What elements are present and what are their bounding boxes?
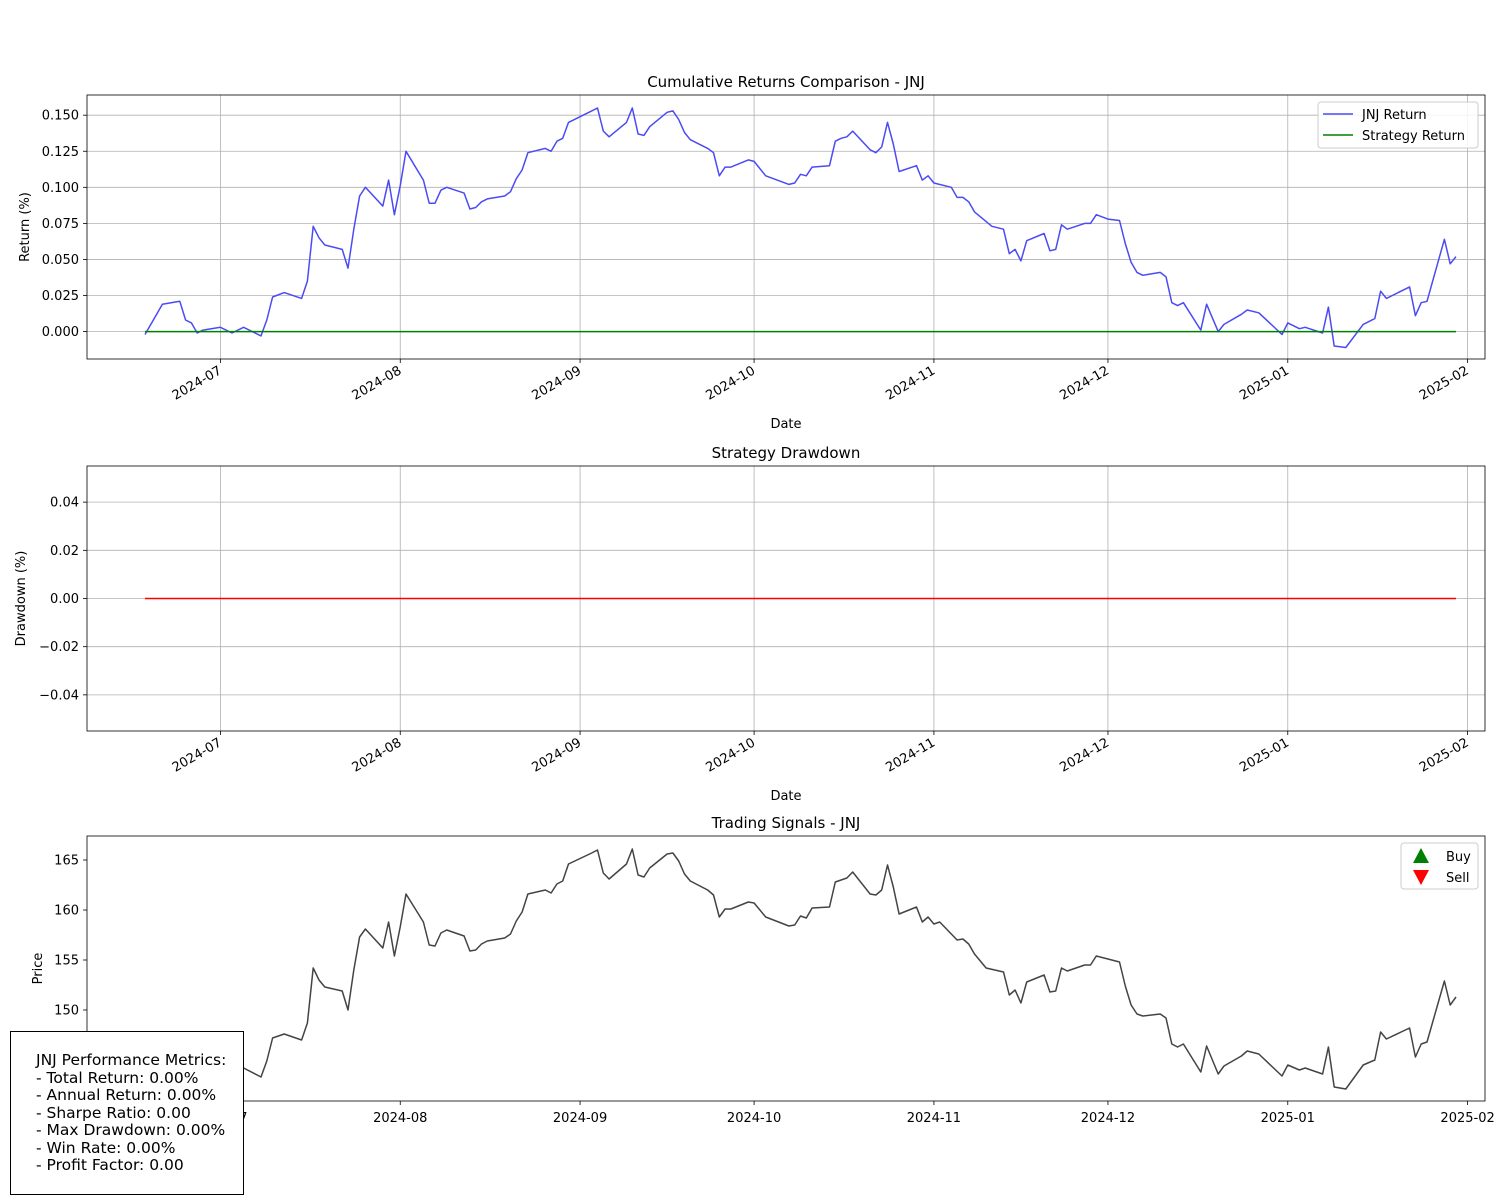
x-tick-label: 2025-02 xyxy=(1417,735,1472,775)
y-tick-label: 0.100 xyxy=(42,181,79,196)
y-axis-label: Price xyxy=(31,953,46,985)
x-tick-label: 2024-12 xyxy=(1057,363,1112,403)
x-tick-label: 2024-09 xyxy=(530,735,585,775)
chart-title: Strategy Drawdown xyxy=(712,444,861,462)
x-tick-label: 2024-08 xyxy=(350,735,405,775)
x-tick-label: 2024-09 xyxy=(530,363,585,403)
x-tick-label: 2024-11 xyxy=(907,1111,961,1126)
y-tick-label: 165 xyxy=(54,854,79,869)
sell-marker-icon xyxy=(1413,870,1429,885)
jnj-return-line xyxy=(144,107,1457,349)
chart-2: 2024-07 2024-08 2024-09 2024-10 2024-11 2024-… xyxy=(14,444,1486,804)
chart-title: Cumulative Returns Comparison - JNJ xyxy=(647,73,925,91)
y-tick-label: 155 xyxy=(54,954,79,969)
price-line xyxy=(144,848,1457,1090)
x-tick-label: 2024-12 xyxy=(1081,1111,1135,1126)
x-tick-label: 2024-10 xyxy=(704,363,759,403)
y-tick-label: 150 xyxy=(54,1004,79,1019)
x-tick-label: 2025-01 xyxy=(1237,363,1292,403)
y-tick-label: −0.02 xyxy=(39,640,79,655)
legend-label: Strategy Return xyxy=(1362,129,1465,144)
x-tick-label: 2024-07 xyxy=(170,363,225,403)
metric-win-rate: - Win Rate: 0.00% xyxy=(36,1138,176,1157)
x-tick-label: 2025-01 xyxy=(1237,735,1292,775)
legend: JNJ Return Strategy Return xyxy=(1317,101,1479,149)
x-tick-label: 2024-10 xyxy=(727,1111,781,1126)
x-tick-label: 2024-09 xyxy=(553,1111,607,1126)
legend-frame xyxy=(1317,101,1479,149)
legend: Buy Sell xyxy=(1400,842,1479,890)
x-tick-label: 2024-10 xyxy=(704,735,759,775)
axes-frame xyxy=(86,94,1486,360)
x-tick-label: 2024-08 xyxy=(373,1111,427,1126)
metric-total-return: - Total Return: 0.00% xyxy=(36,1068,199,1087)
chart-3: 2024-072024-082024-092024-102024-112024-… xyxy=(31,814,1495,1126)
y-tick-label: 0.02 xyxy=(50,544,79,559)
x-axis-label: Date xyxy=(770,417,801,432)
y-tick-label: 0.025 xyxy=(42,289,79,304)
x-tick-label: 2024-12 xyxy=(1057,735,1112,775)
y-tick-label: 0.125 xyxy=(42,145,79,160)
y-axis-label: Drawdown (%) xyxy=(14,551,29,647)
x-tick-label: 2024-11 xyxy=(883,363,938,403)
legend-label: Sell xyxy=(1446,871,1469,886)
metric-profit-factor: - Profit Factor: 0.00 xyxy=(36,1156,184,1174)
buy-marker-icon xyxy=(1413,848,1429,863)
x-tick-label: 2024-07 xyxy=(170,735,225,775)
y-tick-label: 0.075 xyxy=(42,217,79,232)
x-axis-label: Date xyxy=(770,789,801,804)
x-tick-label: 2025-02 xyxy=(1417,363,1472,403)
legend-label: JNJ Return xyxy=(1361,108,1427,123)
y-tick-label: 160 xyxy=(54,904,79,919)
x-tick-label: 2025-01 xyxy=(1261,1111,1315,1126)
y-axis-label: Return (%) xyxy=(18,192,33,262)
y-tick-label: 0.050 xyxy=(42,253,79,268)
y-tick-label: 0.00 xyxy=(50,592,79,607)
metric-annual-return: - Annual Return: 0.00% xyxy=(36,1086,217,1104)
axes-frame xyxy=(86,835,1486,1102)
performance-metrics-box: JNJ Performance Metrics: - Total Return:… xyxy=(10,1031,244,1195)
y-tick-label: 0.000 xyxy=(42,325,79,340)
x-tick-label: 2025-02 xyxy=(1440,1111,1494,1126)
metrics-title: JNJ Performance Metrics: xyxy=(36,1051,227,1069)
x-tick-label: 2024-08 xyxy=(350,363,405,403)
legend-label: Buy xyxy=(1446,850,1471,865)
y-tick-label: 0.04 xyxy=(50,496,79,511)
chart-1: 2024-07 2024-08 2024-09 2024-10 2024-11 2024-… xyxy=(18,73,1486,432)
metric-max-drawdown: - Max Drawdown: 0.00% xyxy=(36,1121,226,1139)
x-tick-label: 2024-11 xyxy=(883,735,938,775)
y-tick-label: 0.150 xyxy=(42,109,79,124)
y-tick-label: −0.04 xyxy=(39,688,79,703)
chart-title: Trading Signals - JNJ xyxy=(711,814,861,832)
metric-sharpe-ratio: - Sharpe Ratio: 0.00 xyxy=(36,1103,191,1122)
